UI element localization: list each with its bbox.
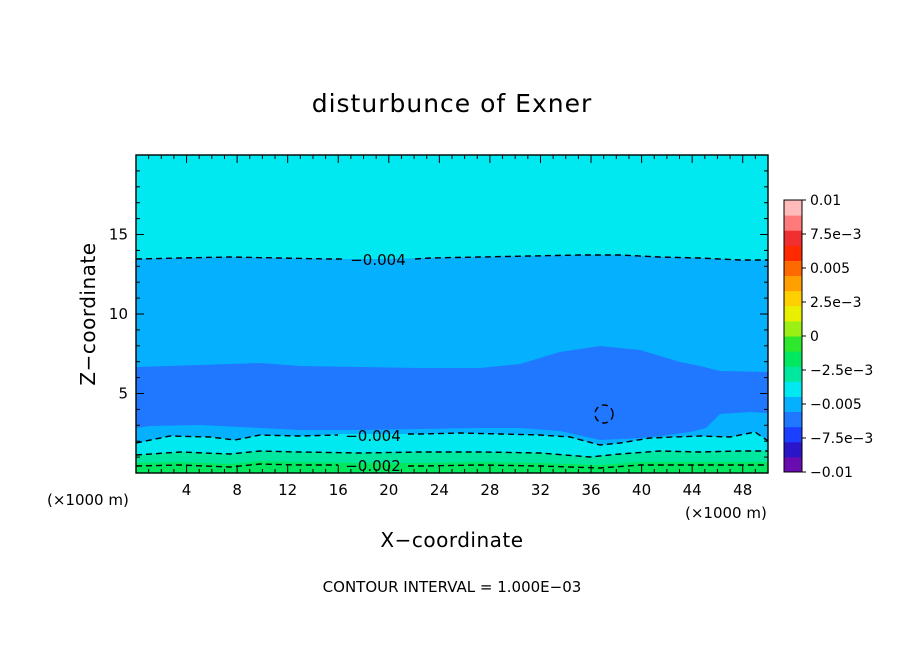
colorbar-swatch bbox=[784, 336, 802, 352]
colorbar-swatch bbox=[784, 275, 802, 292]
chart-title: disturbunce of Exner bbox=[312, 89, 593, 118]
x-tick-label: 24 bbox=[430, 481, 449, 499]
x-tick-label: 36 bbox=[581, 481, 600, 499]
contour-labels: −0.004 −0.004 −0.002 bbox=[345, 251, 406, 475]
x-tick-label: 8 bbox=[232, 481, 242, 499]
contour-interval-note: CONTOUR INTERVAL = 1.000E−03 bbox=[323, 578, 582, 596]
colorbar-label: 0.005 bbox=[810, 261, 850, 277]
colorbar-swatch bbox=[784, 411, 802, 428]
y-tick-label: 10 bbox=[109, 305, 128, 323]
colorbar-swatch bbox=[784, 426, 802, 443]
axis-ticks bbox=[136, 155, 768, 473]
colorbar-swatch bbox=[784, 245, 802, 261]
contour-label-3: −0.002 bbox=[345, 457, 401, 475]
x-tick-label: 40 bbox=[632, 481, 651, 499]
y-tick-labels: 5 10 15 bbox=[109, 226, 128, 403]
x-unit-label-left: (×1000 m) bbox=[47, 491, 129, 509]
colorbar: 0.01 7.5e−3 0.005 2.5e−3 0 −2.5e−3 −0.005 −7.5e… bbox=[783, 193, 873, 481]
colorbar-swatch bbox=[784, 456, 802, 473]
colorbar-swatch bbox=[784, 366, 802, 382]
x-tick-label: 48 bbox=[733, 481, 752, 499]
colorbar-label: −0.005 bbox=[810, 397, 862, 413]
x-tick-label: 44 bbox=[683, 481, 702, 499]
x-unit-label-right: (×1000 m) bbox=[685, 504, 767, 522]
contour-line-mid bbox=[136, 450, 768, 458]
colorbar-label: 7.5e−3 bbox=[810, 227, 862, 243]
colorbar-swatches bbox=[784, 200, 802, 473]
colorbar-swatch bbox=[784, 305, 802, 322]
x-tick-label: 12 bbox=[278, 481, 297, 499]
colorbar-swatch bbox=[784, 200, 802, 216]
colorbar-ticks bbox=[802, 199, 806, 473]
x-tick-label: 32 bbox=[531, 481, 550, 499]
region-level-minus-0.001 bbox=[136, 461, 768, 473]
colorbar-label: −0.01 bbox=[810, 465, 853, 481]
colorbar-swatch bbox=[784, 320, 802, 337]
plot-area bbox=[136, 155, 768, 473]
colorbar-label: 2.5e−3 bbox=[810, 295, 862, 311]
colorbar-label: −2.5e−3 bbox=[810, 363, 873, 379]
x-tick-label: 4 bbox=[182, 481, 192, 499]
colorbar-swatch bbox=[784, 215, 802, 231]
contour-line-lower bbox=[136, 431, 768, 446]
colorbar-swatch bbox=[784, 351, 802, 367]
region-level-minus-0.005 bbox=[136, 346, 768, 440]
contour-label-2: −0.004 bbox=[345, 427, 401, 445]
x-tick-labels: 4 8 12 16 20 24 28 32 36 40 44 48 bbox=[182, 481, 752, 499]
y-axis-label: Z−coordinate bbox=[76, 242, 100, 385]
y-tick-label: 15 bbox=[109, 226, 128, 244]
colorbar-labels: 0.01 7.5e−3 0.005 2.5e−3 0 −2.5e−3 −0.005 −7.5e… bbox=[810, 193, 873, 481]
colorbar-swatch bbox=[784, 260, 802, 277]
colorbar-swatch bbox=[784, 441, 802, 458]
colorbar-label: −7.5e−3 bbox=[810, 431, 873, 447]
colorbar-label: 0 bbox=[810, 329, 819, 345]
contour-line-bottom bbox=[136, 463, 768, 469]
contour-lines bbox=[136, 254, 768, 469]
colorbar-swatch bbox=[784, 396, 802, 413]
colorbar-label: 0.01 bbox=[810, 193, 841, 209]
x-tick-label: 20 bbox=[379, 481, 398, 499]
contour-line-upper bbox=[136, 254, 768, 261]
colorbar-swatch bbox=[784, 230, 802, 246]
y-tick-label: 5 bbox=[118, 385, 128, 403]
x-tick-label: 28 bbox=[480, 481, 499, 499]
contour-closed-loop bbox=[594, 404, 614, 424]
x-axis-label: X−coordinate bbox=[380, 528, 523, 552]
colorbar-swatch bbox=[784, 381, 802, 397]
x-tick-label: 16 bbox=[329, 481, 348, 499]
contour-label-1: −0.004 bbox=[350, 251, 406, 269]
colorbar-swatch bbox=[784, 290, 802, 307]
